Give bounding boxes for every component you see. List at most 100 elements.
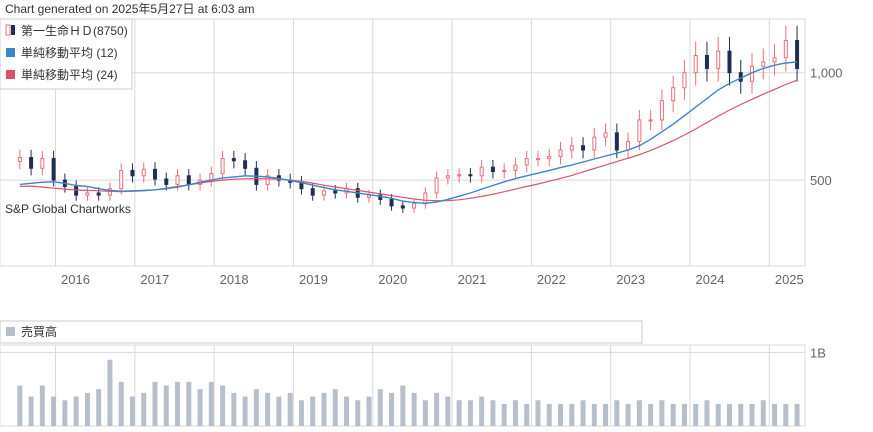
- candle: [310, 188, 315, 196]
- candle: [51, 158, 56, 181]
- candle: [592, 136, 597, 151]
- candle: [423, 192, 428, 205]
- volume-bar: [445, 396, 451, 426]
- candle: [682, 72, 687, 89]
- x-tick-label: 2023: [616, 272, 645, 287]
- candle: [502, 169, 507, 172]
- candle: [130, 169, 135, 177]
- candle: [220, 158, 225, 175]
- volume-bar: [490, 400, 496, 426]
- volume-bar: [749, 403, 755, 426]
- volume-bar: [625, 403, 631, 426]
- volume-bar: [400, 385, 406, 426]
- candle: [558, 149, 563, 157]
- volume-bar: [28, 396, 34, 426]
- volume-bar: [287, 392, 293, 426]
- volume-bar: [524, 403, 530, 426]
- volume-bar: [670, 403, 676, 426]
- candle: [490, 166, 495, 172]
- candle: [457, 174, 462, 177]
- volume-bar: [298, 400, 304, 426]
- volume-bar: [231, 392, 237, 426]
- candle: [74, 186, 79, 196]
- volume-bar: [84, 392, 90, 426]
- candle: [626, 140, 631, 151]
- candle: [445, 175, 450, 179]
- x-tick-label: 2016: [61, 272, 90, 287]
- x-tick-label: 2022: [537, 272, 566, 287]
- volume-bar: [501, 403, 507, 426]
- candle: [795, 39, 800, 69]
- volume-bar: [51, 396, 57, 426]
- candle: [333, 190, 338, 194]
- volume-bar: [648, 403, 654, 426]
- candle: [186, 175, 191, 185]
- candle: [716, 50, 721, 69]
- volume-bar: [276, 396, 282, 426]
- volume-bar: [343, 396, 349, 426]
- volume-bar: [434, 392, 440, 426]
- volume-bar: [220, 385, 226, 426]
- volume-legend-label: 売買高: [21, 324, 57, 339]
- candle: [704, 55, 709, 69]
- y-tick-label: 1,000: [810, 66, 843, 81]
- candle: [468, 174, 473, 177]
- volume-bar: [186, 381, 192, 426]
- candle: [671, 87, 676, 102]
- candle: [614, 132, 619, 151]
- candle: [40, 158, 45, 169]
- candle: [524, 158, 529, 166]
- volume-bar: [681, 403, 687, 426]
- volume-bar: [389, 392, 395, 426]
- volume-bar: [614, 400, 620, 426]
- candle: [141, 168, 146, 177]
- x-tick-label: 2018: [220, 272, 249, 287]
- candle: [727, 50, 732, 74]
- volume-bar: [591, 403, 597, 426]
- legend-box: [0, 18, 133, 90]
- candle: [603, 132, 608, 138]
- candle: [321, 190, 326, 196]
- volume-bar: [253, 389, 259, 426]
- volume-bar: [62, 400, 68, 426]
- candle: [153, 168, 157, 180]
- volume-bar: [197, 389, 203, 426]
- candle: [412, 203, 417, 209]
- volume-bar: [129, 396, 135, 426]
- volume-bar: [479, 396, 485, 426]
- watermark-text: S&P Global Chartworks: [5, 202, 131, 216]
- legend-label: 単純移動平均 (12): [21, 46, 118, 60]
- candle: [175, 175, 180, 185]
- volume-bar: [636, 400, 642, 426]
- swatch-icon: [6, 70, 15, 79]
- volume-bar: [242, 396, 248, 426]
- volume-bar: [467, 400, 473, 426]
- candle: [265, 175, 270, 185]
- volume-bar: [332, 389, 338, 426]
- volume-bar: [96, 389, 102, 426]
- sma12-line: [19, 61, 798, 205]
- x-tick-label: 2024: [696, 272, 725, 287]
- candle: [389, 198, 394, 207]
- candle: [535, 158, 540, 161]
- volume-bar: [163, 385, 169, 426]
- candle: [17, 157, 22, 162]
- legend-label: 第一生命ＨＤ(8750): [21, 23, 128, 38]
- volume-bar: [558, 403, 564, 426]
- x-tick-label: 2019: [299, 272, 328, 287]
- candle: [209, 173, 214, 181]
- candle: [29, 157, 34, 169]
- candle: [400, 205, 405, 209]
- volume-swatch-icon: [6, 327, 15, 336]
- volume-bar: [175, 381, 181, 426]
- volume-bar: [726, 403, 732, 426]
- volume-bar: [17, 385, 23, 426]
- volume-bar: [422, 400, 428, 426]
- candle: [783, 39, 788, 59]
- volume-tick-label: 1B: [810, 345, 826, 360]
- candle: [761, 61, 766, 67]
- x-tick-label: 2025: [775, 272, 804, 287]
- volume-bar: [366, 396, 372, 426]
- candle: [85, 192, 90, 196]
- candle: [479, 166, 484, 177]
